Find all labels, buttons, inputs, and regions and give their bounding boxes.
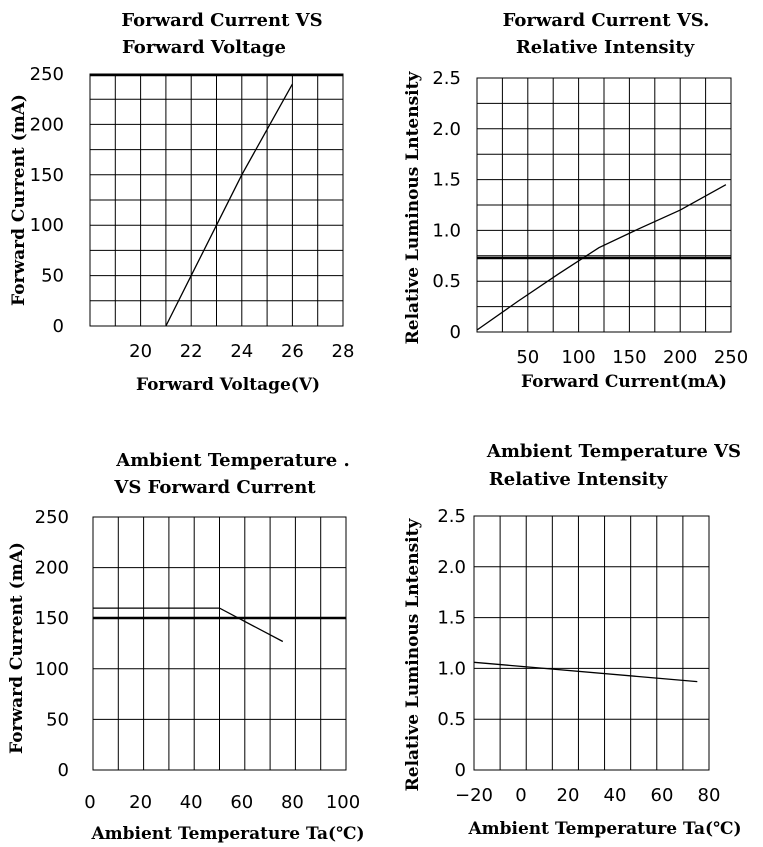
y-tick-label: 1.0 — [437, 658, 466, 679]
x-axis-label: Ambient Temperature Ta(℃) — [90, 824, 364, 844]
chart-ambient-temperature-vs-relative-intensity: Ambient Temperature VS Relative Intensit… — [403, 441, 742, 839]
x-tick-label: 20 — [129, 792, 152, 813]
y-tick-label: 0.5 — [432, 271, 461, 292]
x-tick-label: 80 — [698, 785, 721, 806]
x-tick-label: 40 — [180, 792, 203, 813]
y-tick-label: 2.0 — [432, 119, 461, 140]
x-tick-label: 100 — [561, 347, 595, 368]
chart-title-line-1: Ambient Temperature . — [115, 450, 349, 471]
plot-area: −20 0 20 40 60 80 0 0.5 1.0 1.5 2.0 2.5 — [437, 506, 720, 806]
series-line — [93, 607, 284, 643]
y-tick-label: 2.5 — [437, 506, 466, 527]
x-tick-label: 40 — [604, 785, 627, 806]
y-axis-label: Relative Luminous Lntensity — [403, 71, 423, 345]
chart-forward-current-vs-forward-voltage: Forward Current VS Forward Voltage 20 22 2… — [9, 10, 354, 395]
y-tick-label: 0 — [58, 760, 69, 781]
chart-forward-current-vs-relative-intensity: Forward Current VS. Relative Intensity 5… — [403, 10, 748, 392]
chart-title-line-1: Ambient Temperature VS — [486, 441, 741, 462]
y-tick-label: 0.5 — [437, 709, 466, 730]
y-tick-label: 1.5 — [437, 608, 466, 629]
x-tick-label: 150 — [612, 347, 646, 368]
x-tick-label: 0 — [84, 792, 95, 813]
x-tick-label: 20 — [557, 785, 580, 806]
chart-ambient-temperature-vs-forward-current: Ambient Temperature . VS Forward Current… — [7, 450, 365, 844]
x-tick-label: 60 — [651, 785, 674, 806]
y-tick-label: 100 — [30, 215, 64, 236]
x-tick-label: 100 — [326, 792, 360, 813]
x-tick-label: 20 — [129, 341, 152, 362]
y-tick-label: 250 — [30, 64, 64, 85]
x-tick-label: 22 — [180, 341, 203, 362]
y-tick-label: 2.5 — [432, 68, 461, 89]
y-axis-label: Forward Current (mA) — [9, 94, 29, 306]
x-tick-label: 28 — [332, 341, 355, 362]
chart-title-line-2: Forward Voltage — [122, 37, 286, 58]
y-axis-label: Forward Current (mA) — [7, 542, 27, 754]
chart-title-line-2: Relative Intensity — [516, 37, 695, 58]
y-tick-label: 0 — [53, 316, 64, 337]
series-line — [476, 184, 727, 331]
y-axis-label: Relative Luminous Lntensity — [403, 518, 423, 792]
y-tick-label: 200 — [35, 558, 69, 579]
x-tick-label: 50 — [516, 347, 539, 368]
plot-area: 20 22 24 26 28 0 50 100 150 200 250 — [30, 64, 355, 362]
y-tick-label: 250 — [35, 507, 69, 528]
plot-frame — [473, 515, 710, 771]
y-tick-label: 0 — [450, 322, 461, 343]
chart-title-line-2: VS Forward Current — [113, 477, 316, 498]
chart-title-line-2: Relative Intensity — [489, 469, 668, 490]
y-tick-label: 50 — [46, 709, 69, 730]
y-tick-label: 2.0 — [437, 557, 466, 578]
x-tick-label: 80 — [281, 792, 304, 813]
x-tick-label: 26 — [281, 341, 304, 362]
series-line — [473, 661, 698, 683]
x-tick-label: 0 — [515, 785, 526, 806]
y-tick-label: 150 — [35, 608, 69, 629]
y-tick-label: 100 — [35, 659, 69, 680]
x-tick-label: −20 — [455, 785, 493, 806]
chart-title-line-1: Forward Current VS — [121, 10, 322, 31]
y-tick-label: 1.5 — [432, 170, 461, 191]
y-tick-label: 0 — [455, 760, 466, 781]
x-tick-label: 200 — [663, 347, 697, 368]
x-axis-label: Ambient Temperature Ta(℃) — [467, 819, 741, 839]
x-tick-label: 250 — [714, 347, 748, 368]
series-line — [165, 83, 293, 327]
plot-area: 50 100 150 200 250 0 0.5 1.0 1.5 2.0 2.5 — [432, 68, 748, 368]
y-tick-label: 150 — [30, 165, 64, 186]
x-axis-label: Forward Voltage(V) — [136, 375, 320, 395]
plot-area: 0 20 40 60 80 100 0 50 100 150 200 250 — [35, 507, 361, 813]
y-tick-label: 50 — [41, 266, 64, 287]
x-tick-label: 24 — [230, 341, 253, 362]
y-tick-label: 1.0 — [432, 220, 461, 241]
chart-title-line-1: Forward Current VS. — [503, 10, 710, 31]
x-tick-label: 60 — [230, 792, 253, 813]
y-tick-label: 200 — [30, 114, 64, 135]
x-axis-label: Forward Current(mA) — [521, 372, 727, 392]
